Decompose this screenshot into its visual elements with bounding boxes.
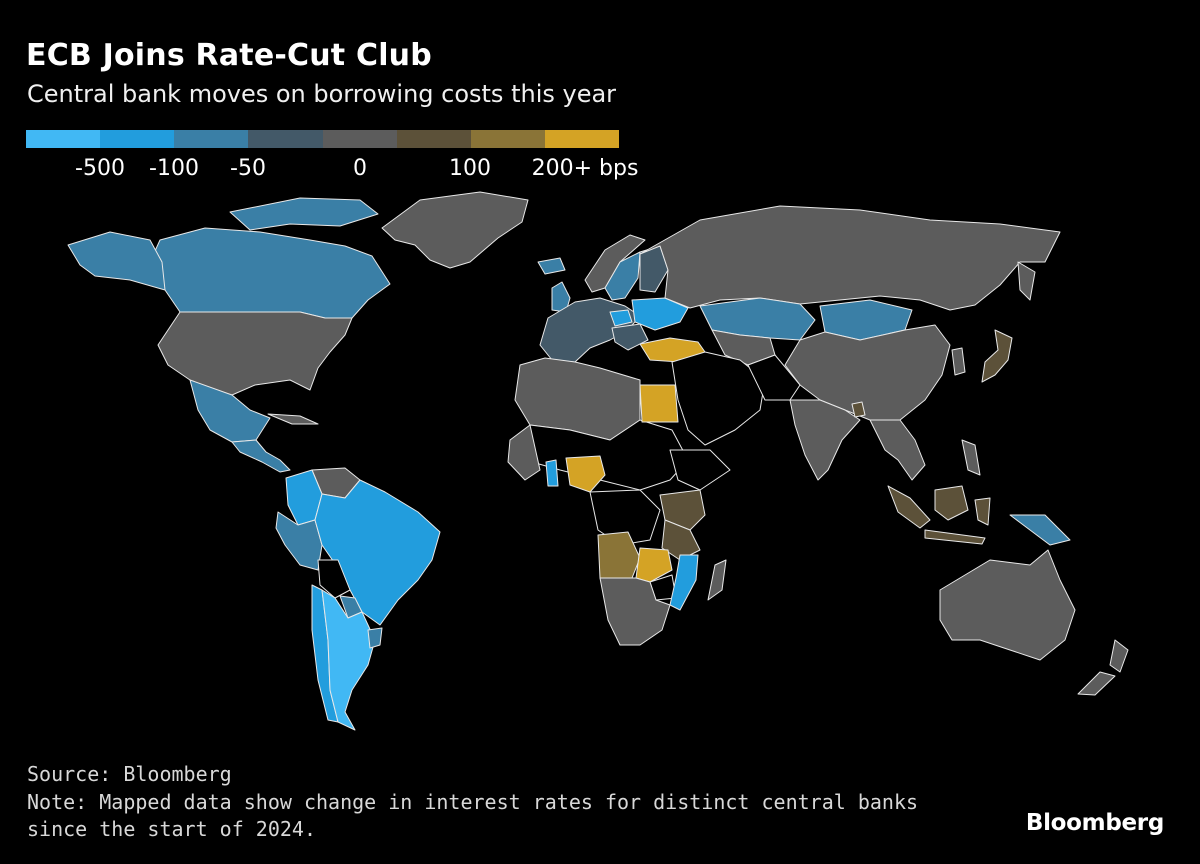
region-peru [275, 511, 323, 571]
legend-swatch-1 [26, 130, 101, 148]
region-angola [597, 531, 641, 579]
region-papua-new-guinea [1009, 514, 1071, 546]
region-sweden [604, 251, 641, 301]
region-zambia [635, 547, 673, 583]
legend-swatch-5 [322, 130, 397, 148]
region-china [784, 324, 951, 421]
region-indonesia-sumatra [887, 485, 931, 529]
region-bolivia [317, 559, 351, 599]
region-argentina [321, 589, 376, 731]
footnote-line-1: Note: Mapped data show change in interes… [27, 790, 919, 814]
region-balkans [611, 323, 649, 351]
chart-subtitle: Central bank moves on borrowing costs th… [27, 80, 617, 108]
region-brazil [314, 479, 441, 626]
region-middle-east [671, 351, 766, 446]
region-cuba [267, 413, 319, 425]
region-egypt [639, 384, 679, 423]
footnote-line-2: since the start of 2024. [27, 817, 316, 841]
region-canada [149, 227, 391, 319]
legend-labels: -500 -100 -50 0 100 200+ bps [0, 156, 700, 186]
region-australia [939, 549, 1076, 661]
region-korea [951, 347, 966, 376]
region-indonesia-borneo [934, 485, 969, 521]
legend-label: -50 [230, 156, 266, 181]
region-arctic-islands [229, 197, 379, 231]
region-ghana [545, 459, 559, 487]
legend-swatch-4 [248, 130, 323, 148]
legend-label: 200+ bps [531, 156, 639, 181]
region-nigeria [565, 455, 606, 493]
region-central-america [231, 439, 291, 473]
region-indonesia-sulawesi [974, 497, 991, 526]
region-new-zealand [1109, 639, 1129, 673]
color-legend [26, 130, 619, 148]
region-russia [639, 205, 1061, 311]
source-note: Source: Bloomberg [27, 762, 232, 786]
region-united-states [157, 311, 353, 396]
region-west-africa [507, 424, 541, 481]
region-horn-of-africa [669, 449, 731, 491]
region-madagascar [707, 559, 727, 601]
region-united-kingdom [551, 281, 571, 313]
region-greenland [381, 191, 529, 269]
chart-title: ECB Joins Rate-Cut Club [26, 38, 432, 73]
legend-swatch-6 [396, 130, 471, 148]
legend-swatch-8 [544, 130, 619, 148]
region-new-zealand-south [1077, 671, 1116, 696]
region-central-africa [589, 489, 661, 546]
region-indonesia-java [924, 529, 986, 545]
legend-swatch-3 [174, 130, 249, 148]
region-india [789, 399, 861, 481]
region-hungary [609, 309, 633, 327]
bloomberg-logo: Bloomberg [1025, 810, 1164, 836]
region-south-africa [599, 577, 671, 646]
region-uruguay [367, 627, 383, 649]
region-bangladesh [851, 401, 866, 418]
legend-label: -100 [149, 156, 199, 181]
region-japan [981, 329, 1013, 383]
legend-label: -500 [75, 156, 125, 181]
region-norway [584, 234, 646, 293]
region-kamchatka [1017, 261, 1036, 301]
legend-label: 100 [449, 156, 491, 181]
region-mozambique [669, 554, 699, 611]
region-kenya [659, 489, 706, 531]
region-south-west-asia [747, 354, 801, 401]
region-philippines [961, 439, 981, 476]
legend-swatch-2 [100, 130, 175, 148]
region-alaska [67, 231, 166, 291]
legend-swatch-7 [470, 130, 545, 148]
region-southeast-asia [869, 419, 926, 481]
legend-label: 0 [353, 156, 367, 181]
region-iceland [537, 257, 566, 275]
